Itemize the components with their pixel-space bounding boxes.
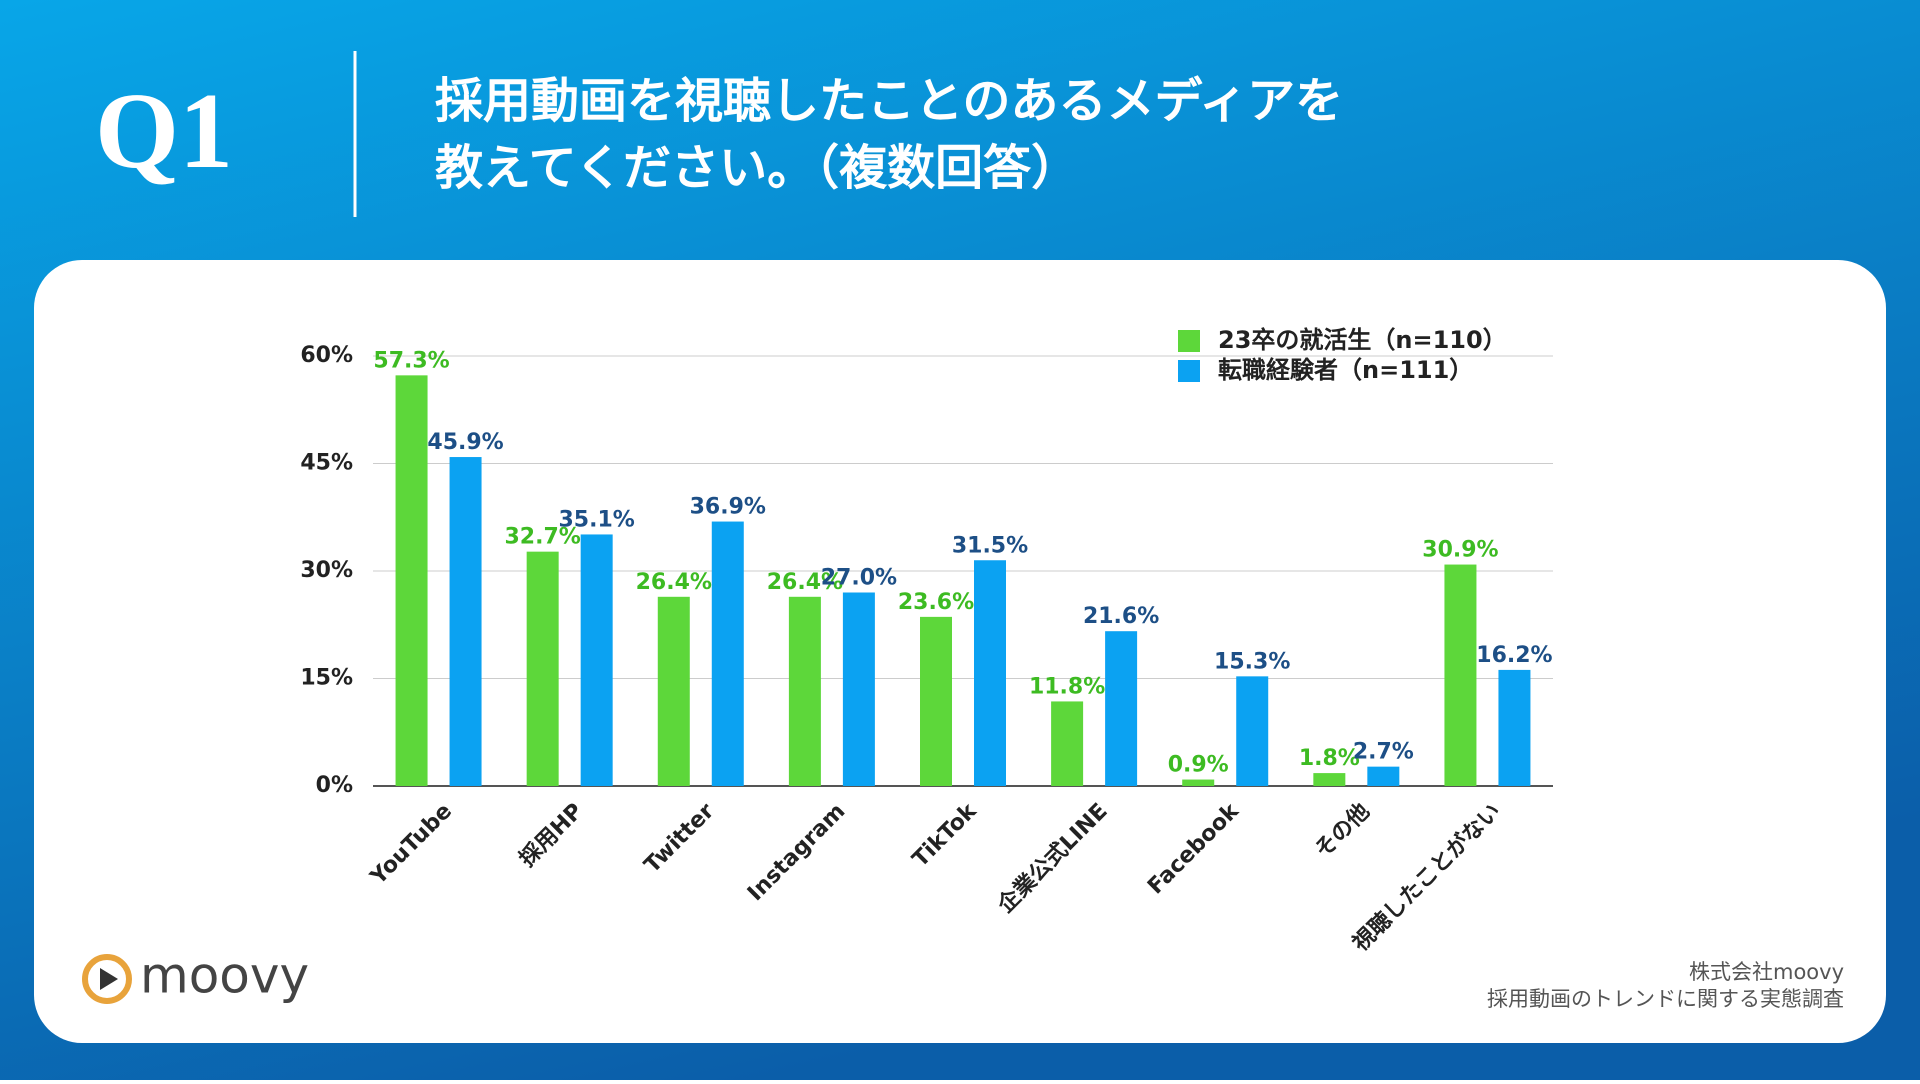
bar	[1182, 779, 1215, 786]
logo-play	[100, 968, 118, 990]
value-label: 31.5%	[952, 533, 1028, 558]
value-label: 0.9%	[1168, 753, 1229, 778]
bar	[1105, 631, 1138, 786]
logo-ring	[82, 954, 132, 1004]
value-label: 15.3%	[1214, 649, 1290, 674]
bar	[526, 551, 559, 786]
y-tick-label: 60%	[300, 343, 353, 368]
bar	[395, 375, 428, 786]
y-tick-label: 45%	[300, 451, 353, 476]
value-label: 32.7%	[505, 525, 581, 550]
bar	[920, 616, 952, 786]
bar	[1498, 669, 1531, 786]
value-label: 1.8%	[1299, 746, 1360, 771]
bar	[842, 592, 875, 786]
y-tick-label: 0%	[316, 773, 353, 798]
logo-text: moovy	[140, 947, 309, 1005]
bar	[580, 534, 613, 786]
value-label: 2.7%	[1353, 740, 1414, 765]
value-label: 45.9%	[427, 430, 503, 455]
bar	[1367, 766, 1400, 786]
y-tick-label: 15%	[300, 666, 353, 691]
legend-label: 転職経験者（n=111）	[1218, 356, 1473, 384]
legend-swatch	[1178, 360, 1200, 382]
value-label: 57.3%	[373, 348, 449, 373]
logo: moovy	[82, 947, 309, 1005]
legend-label: 23卒の就活生（n=110）	[1218, 326, 1507, 354]
value-label: 26.4%	[767, 570, 843, 595]
credit: 採用動画のトレンドに関する実態調査	[1487, 987, 1844, 1011]
bar	[788, 596, 821, 786]
value-label: 36.9%	[690, 495, 766, 520]
value-label: 16.2%	[1476, 643, 1552, 668]
value-label: 23.6%	[898, 590, 974, 615]
bar	[1444, 564, 1477, 786]
legend-swatch	[1178, 330, 1200, 352]
credit: 株式会社moovy	[1689, 960, 1844, 984]
bar	[657, 596, 690, 786]
y-tick-label: 30%	[300, 558, 353, 583]
bar	[1051, 701, 1084, 786]
value-label: 21.6%	[1083, 604, 1159, 629]
bar	[449, 457, 482, 786]
value-label: 35.1%	[559, 507, 635, 532]
question-number: Q1	[95, 72, 233, 191]
value-label: 30.9%	[1422, 538, 1498, 563]
bar	[974, 560, 1006, 786]
card	[34, 260, 1886, 1043]
bar	[1236, 676, 1269, 786]
bar	[711, 521, 744, 786]
title-line: 採用動画を視聴したことのあるメディアを	[435, 73, 1343, 129]
title-line: 教えてください。（複数回答）	[435, 140, 1079, 196]
value-label: 26.4%	[636, 570, 712, 595]
value-label: 11.8%	[1029, 674, 1105, 699]
bar	[1313, 773, 1346, 786]
value-label: 27.0%	[821, 566, 897, 591]
